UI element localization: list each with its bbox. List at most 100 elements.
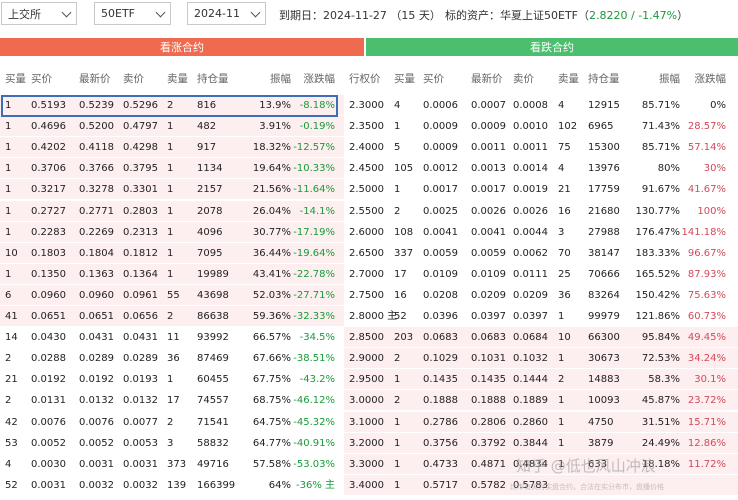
call-col-last-price[interactable]: 最新价 xyxy=(79,73,111,85)
put-bid-price: 0.1435 xyxy=(423,374,458,385)
call-ask-qty: 2 xyxy=(167,417,174,428)
asset-price-change: 2.8220 / -1.47% xyxy=(589,9,678,22)
call-ask-qty: 1 xyxy=(167,374,174,385)
call-change-pct: -38.51% xyxy=(293,353,335,364)
underlying-select[interactable]: 50ETF xyxy=(94,2,171,25)
call-amplitude: 59.36% xyxy=(252,311,291,322)
call-itm-row-bg xyxy=(0,116,344,136)
call-amplitude: 36.44% xyxy=(252,248,291,259)
put-bid-qty: 5 xyxy=(394,142,401,153)
put-col-open-interest[interactable]: 持仓量 xyxy=(588,73,620,85)
call-col-bid-price[interactable]: 买价 xyxy=(31,73,52,85)
call-col-ask-qty[interactable]: 卖量 xyxy=(167,73,188,85)
put-last-price: 0.1435 xyxy=(471,374,506,385)
put-bid-price: 0.0683 xyxy=(423,332,458,343)
put-amplitude: 72.53% xyxy=(641,353,680,364)
call-open-interest: 166399 xyxy=(197,480,236,491)
call-col-amplitude[interactable]: 振幅 xyxy=(270,73,291,85)
call-col-change-pct[interactable]: 涨跌幅 xyxy=(303,73,336,85)
call-itm-row-bg xyxy=(0,222,344,242)
put-amplitude: 80% xyxy=(657,163,680,174)
exchange-select[interactable]: 上交所 xyxy=(1,2,77,25)
put-amplitude: 130.77% xyxy=(635,206,681,217)
call-bid-price: 0.0192 xyxy=(31,374,66,385)
call-col-open-interest[interactable]: 持仓量 xyxy=(197,73,229,85)
put-col-amplitude[interactable]: 振幅 xyxy=(659,73,680,85)
put-bid-price: 0.1029 xyxy=(423,353,458,364)
put-itm-row-bg xyxy=(344,348,738,368)
put-bid-qty: 1 xyxy=(394,480,401,491)
call-bid-qty: 2 xyxy=(5,395,12,406)
put-change-pct: 96.67% xyxy=(687,248,726,259)
put-ask-qty: 1 xyxy=(558,459,565,470)
put-last-price: 0.0026 xyxy=(471,206,506,217)
put-col-ask-qty[interactable]: 卖量 xyxy=(558,73,579,85)
call-ask-price: 0.2313 xyxy=(123,227,158,238)
call-bid-qty: 1 xyxy=(5,100,12,111)
call-bid-price: 0.0651 xyxy=(31,311,66,322)
strike-price: 3.3000 xyxy=(349,459,384,470)
month-select[interactable]: 2024-11 xyxy=(187,2,266,25)
call-itm-row-bg xyxy=(0,306,344,326)
call-col-bid-qty[interactable]: 买量 xyxy=(5,73,26,85)
call-change-pct: -46.12% xyxy=(293,395,335,406)
put-open-interest: 6965 xyxy=(588,121,614,132)
call-last-price: 0.0651 xyxy=(79,311,114,322)
call-bid-price: 0.2283 xyxy=(31,227,66,238)
put-open-interest: 4750 xyxy=(588,417,614,428)
call-ask-price: 0.4797 xyxy=(123,121,158,132)
put-col-ask-price[interactable]: 卖价 xyxy=(513,73,534,85)
call-col-ask-price[interactable]: 卖价 xyxy=(123,73,144,85)
call-open-interest: 2157 xyxy=(197,184,223,195)
call-bid-qty: 52 xyxy=(5,480,18,491)
put-ask-price: 0.3844 xyxy=(513,438,548,449)
call-amplitude: 64% xyxy=(268,480,291,491)
asset-label: 标的资产：华夏上证50ETF（ xyxy=(445,9,589,22)
call-ask-price: 0.0032 xyxy=(123,480,158,491)
put-section-header: 看跌合约 xyxy=(366,38,738,56)
call-amplitude: 21.56% xyxy=(252,184,291,195)
put-ask-price: 0.0397 xyxy=(513,311,548,322)
call-change-pct: -10.33% xyxy=(293,163,335,174)
call-change-pct: -36% 主 xyxy=(295,480,335,491)
put-ask-price: 0.0111 xyxy=(513,269,548,280)
put-bid-price: 0.0208 xyxy=(423,290,458,301)
call-open-interest: 74557 xyxy=(197,395,229,406)
call-bid-qty: 21 xyxy=(5,374,18,385)
expiry-info: 到期日：2024-11-27 （15 天） xyxy=(279,9,441,22)
put-col-last-price[interactable]: 最新价 xyxy=(471,73,503,85)
put-bid-qty: 2 xyxy=(394,395,401,406)
put-col-change-pct[interactable]: 涨跌幅 xyxy=(694,73,727,85)
call-bid-price: 0.0960 xyxy=(31,290,66,301)
put-amplitude: 176.47% xyxy=(635,227,681,238)
call-bid-price: 0.0131 xyxy=(31,395,66,406)
call-amplitude: 30.77% xyxy=(252,227,291,238)
call-amplitude: 66.57% xyxy=(252,332,291,343)
call-ask-price: 0.3301 xyxy=(123,184,158,195)
put-col-bid-price[interactable]: 买价 xyxy=(423,73,444,85)
put-ask-qty: 4 xyxy=(558,100,565,111)
put-bid-price: 0.0017 xyxy=(423,184,458,195)
call-last-price: 0.3278 xyxy=(79,184,114,195)
put-bid-qty: 1 xyxy=(394,459,401,470)
strike-price: 2.6000 xyxy=(349,227,384,238)
put-ask-qty: 75 xyxy=(558,142,571,153)
put-col-bid-qty[interactable]: 买量 xyxy=(394,73,415,85)
strike-col-header[interactable]: 行权价 xyxy=(349,73,381,85)
call-ask-price: 0.0289 xyxy=(123,353,158,364)
put-ask-price: 0.0684 xyxy=(513,332,548,343)
call-bid-price: 0.0076 xyxy=(31,417,66,428)
put-bid-qty: 105 xyxy=(394,163,414,174)
put-change-pct: 60.73% xyxy=(687,311,726,322)
call-change-pct: -43.2% xyxy=(299,374,335,385)
call-change-pct: -27.71% xyxy=(293,290,335,301)
put-ask-qty: 25 xyxy=(558,269,571,280)
put-open-interest: 30673 xyxy=(588,353,620,364)
put-change-pct: 100% xyxy=(697,206,726,217)
put-amplitude: 121.86% xyxy=(635,311,681,322)
call-bid-price: 0.4696 xyxy=(31,121,66,132)
put-bid-qty: 337 xyxy=(394,248,414,259)
call-amplitude: 18.32% xyxy=(252,142,291,153)
call-change-pct: -19.64% xyxy=(293,248,335,259)
call-ask-price: 0.3795 xyxy=(123,163,158,174)
